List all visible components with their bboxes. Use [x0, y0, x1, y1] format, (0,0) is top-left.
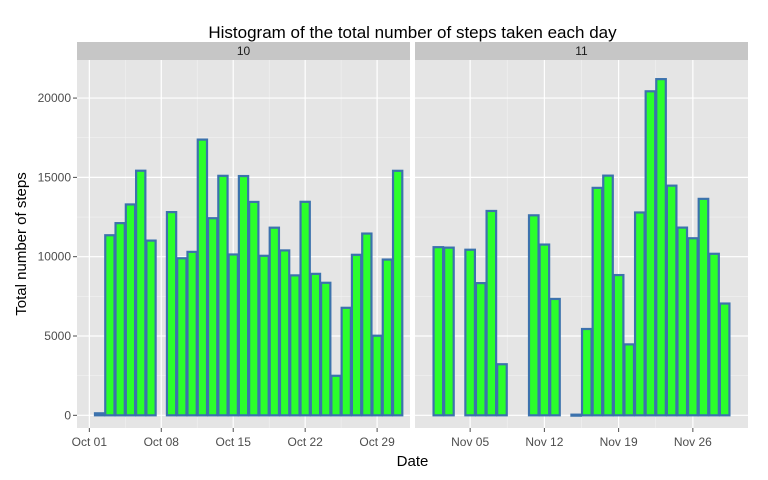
bar-2012-10-24 [320, 281, 332, 417]
x-tick-label: Nov 12 [525, 435, 563, 449]
bar-2012-11-19 [612, 273, 625, 417]
x-tick-label: Oct 29 [359, 435, 395, 449]
bar-2012-10-21 [289, 274, 301, 417]
x-tick-label: Nov 19 [600, 435, 638, 449]
bar-2012-10-10 [176, 257, 188, 417]
bar-2012-10-17 [248, 200, 260, 417]
bar-2012-11-12 [538, 243, 551, 417]
bar-2012-10-27 [350, 253, 363, 417]
x-tick-label: Oct 08 [144, 435, 180, 449]
bar-2012-10-03 [104, 234, 116, 417]
bar-2012-10-22 [299, 200, 311, 417]
bar-2012-11-03 [443, 246, 455, 417]
x-tick-label: Nov 26 [674, 435, 712, 449]
bar-2012-10-25 [330, 374, 342, 417]
bar-2012-10-15 [227, 253, 239, 417]
bar-2012-10-05 [124, 203, 137, 417]
bar-2012-10-13 [206, 217, 219, 417]
facet-strip [77, 42, 410, 60]
bar-2012-11-13 [549, 297, 561, 417]
bar-2012-11-18 [602, 174, 614, 417]
bar-2012-11-15 [570, 413, 583, 417]
bar-2012-10-29 [371, 334, 383, 417]
bar-2012-11-02 [432, 246, 445, 417]
bar-2012-10-30 [381, 258, 394, 417]
y-tick-label: 20000 [38, 91, 72, 105]
bar-2012-11-08 [496, 363, 508, 417]
x-tick-label: Oct 01 [72, 435, 108, 449]
bar-2012-11-05 [464, 248, 477, 417]
y-tick-label: 15000 [38, 170, 72, 184]
bar-2012-11-16 [580, 327, 593, 417]
facet-panels: 10 Oct 01 Oct 08 Oct 15 Oct 22 Oct 29 11 Nov 05… [72, 42, 748, 449]
bar-2012-11-23 [655, 78, 667, 417]
x-tick-label: Nov 05 [451, 435, 489, 449]
bar-2012-11-06 [474, 282, 487, 417]
facet-panel-10: 10 Oct 01 Oct 08 Oct 15 Oct 22 Oct 29 [72, 42, 410, 449]
bar-2012-10-09 [165, 211, 178, 417]
bar-2012-10-26 [340, 306, 352, 417]
bar-2012-11-07 [485, 209, 498, 417]
y-tick-label: 10000 [38, 250, 72, 264]
bar-2012-10-19 [268, 226, 281, 417]
bar-2012-10-11 [186, 250, 198, 417]
bar-2012-10-14 [217, 174, 229, 417]
bar-2012-11-25 [676, 226, 689, 417]
facet-strip-label: 11 [575, 44, 588, 58]
bar-2012-11-11 [527, 214, 540, 417]
facet-strip-label: 10 [237, 44, 251, 58]
bar-2012-10-06 [135, 169, 147, 417]
x-tick-label: Oct 15 [216, 435, 252, 449]
bar-2012-11-17 [591, 186, 604, 417]
bar-2012-10-31 [391, 169, 404, 417]
bar-2012-11-27 [697, 197, 710, 417]
bar-2012-11-20 [623, 343, 636, 417]
y-axis-title: Total number of steps [13, 172, 30, 315]
bar-2012-11-22 [644, 90, 657, 417]
y-tick-label: 5000 [44, 329, 71, 343]
bar-2012-10-28 [361, 232, 373, 417]
facet-strip [415, 42, 748, 60]
y-tick-label: 0 [64, 408, 71, 422]
bar-2012-11-28 [708, 252, 720, 417]
bar-2012-10-12 [196, 138, 209, 417]
bar-2012-11-21 [633, 211, 646, 417]
bar-2012-11-24 [665, 184, 678, 417]
x-tick-label: Oct 22 [287, 435, 323, 449]
bar-2012-10-23 [309, 272, 322, 417]
bar-2012-10-07 [145, 239, 157, 417]
bar-2012-10-18 [258, 254, 270, 417]
chart-title: Histogram of the total number of steps t… [208, 23, 617, 42]
bar-2012-10-04 [114, 222, 126, 417]
bar-2012-11-29 [718, 302, 731, 417]
x-axis-title: Date [397, 453, 429, 470]
bar-2012-10-20 [278, 249, 291, 417]
bar-2012-10-16 [237, 174, 250, 417]
bar-2012-10-02 [93, 412, 106, 417]
facet-panel-11: 11 Nov 05 Nov 12 Nov 19 Nov 26 [415, 42, 748, 449]
bar-2012-11-26 [686, 237, 699, 417]
